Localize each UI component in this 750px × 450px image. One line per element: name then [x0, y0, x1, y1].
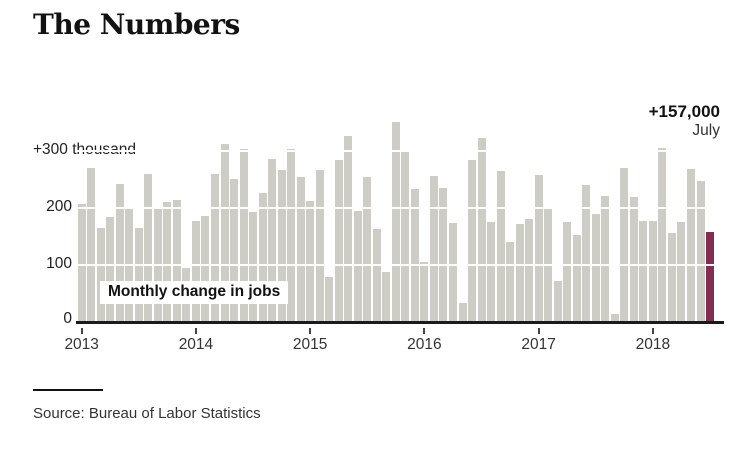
bar-2014-12	[296, 176, 305, 322]
y-axis-label-100: 100	[46, 254, 72, 272]
bar-2016-07	[477, 137, 486, 322]
bar-2015-01	[306, 200, 315, 322]
bar-2016-01	[420, 262, 429, 322]
x-tick-label-2018: 2018	[635, 336, 671, 353]
annotation-month: July	[692, 121, 720, 139]
footer-rule	[33, 389, 103, 391]
bar-2016-04	[448, 223, 457, 322]
bar-2015-03	[325, 276, 334, 322]
bar-2013-10	[163, 202, 172, 322]
bar-2014-07	[249, 211, 258, 322]
bar-2015-07	[363, 176, 372, 322]
bar-2013-07	[134, 228, 143, 322]
bar-2016-10	[506, 242, 515, 322]
bar-2014-03	[210, 173, 219, 322]
bar-2018-02	[658, 147, 667, 322]
bar-2013-11	[172, 199, 181, 322]
bar-2017-07	[591, 214, 600, 322]
y-axis-label-0: 0	[63, 310, 72, 327]
bar-2015-09	[382, 271, 391, 322]
bar-2014-08	[258, 193, 267, 322]
bar-2017-10	[620, 168, 629, 322]
bar-2018-03	[667, 233, 676, 322]
bar-2018-01	[648, 221, 657, 322]
bar-2018-04	[677, 222, 686, 322]
bar-2015-11	[401, 152, 410, 322]
bar-2014-11	[287, 148, 296, 322]
y-axis-label-300: +300 thousand	[33, 140, 136, 158]
bar-2016-08	[487, 222, 496, 322]
bar-2018-05	[686, 168, 695, 322]
bar-2017-03	[553, 281, 562, 322]
bar-2014-04	[220, 143, 229, 322]
bar-2014-02	[201, 216, 210, 322]
bar-2014-01	[191, 221, 200, 322]
x-tick-label-2013: 2013	[64, 336, 99, 353]
bar-2016-02	[429, 176, 438, 322]
bar-2017-05	[572, 235, 581, 322]
bar-2013-02	[87, 167, 96, 322]
bar-2017-08	[601, 196, 610, 322]
bar-2016-12	[525, 219, 534, 322]
bar-2014-06	[239, 148, 248, 322]
bar-2015-05	[344, 135, 353, 322]
bar-2013-08	[144, 174, 153, 322]
x-tick-2016	[423, 328, 426, 334]
bar-2016-11	[515, 224, 524, 322]
bar-2014-09	[268, 159, 277, 322]
bar-2015-08	[372, 228, 381, 322]
bar-2016-05	[458, 303, 467, 322]
bar-2017-09	[610, 314, 619, 322]
x-tick-2013	[80, 328, 83, 334]
bar-2015-12	[410, 188, 419, 322]
bar-2013-05	[115, 183, 124, 322]
x-tick-label-2017: 2017	[521, 336, 556, 353]
source-text: Source: Bureau of Labor Statistics	[33, 405, 261, 422]
x-tick-2015	[309, 328, 312, 334]
bar-2015-10	[391, 122, 400, 322]
bar-2013-04	[106, 217, 115, 322]
x-tick-2014	[194, 328, 197, 334]
bar-2015-02	[315, 170, 324, 322]
bar-2014-05	[230, 179, 239, 322]
bar-2016-03	[439, 187, 448, 322]
series-label: Monthly change in jobs	[100, 281, 289, 304]
x-axis-line	[76, 321, 724, 324]
gridline-300	[76, 149, 724, 152]
bar-2015-06	[353, 211, 362, 322]
plot-area	[76, 0, 724, 322]
gridline-100	[76, 263, 724, 266]
bar-2016-06	[468, 159, 477, 322]
x-tick-label-2015: 2015	[292, 336, 328, 353]
y-axis-label-200: 200	[46, 197, 72, 215]
annotation-value: +157,000	[648, 102, 720, 121]
latest-value-annotation: +157,000 July	[560, 102, 720, 140]
bar-2017-11	[629, 197, 638, 322]
bar-2017-01	[534, 175, 543, 322]
bar-2018-07	[706, 232, 715, 322]
bar-2013-01	[77, 203, 86, 322]
bar-2017-06	[582, 185, 591, 322]
x-tick-label-2014: 2014	[178, 336, 214, 353]
bar-2015-04	[334, 159, 343, 322]
bar-2018-06	[696, 180, 705, 322]
bar-2013-03	[96, 227, 105, 322]
page-title: The Numbers	[33, 8, 240, 41]
bar-2014-10	[277, 170, 286, 322]
bar-2016-09	[496, 171, 505, 322]
jobs-bar-chart: +300 thousand 200 100 0 2013 2014 2015 2016 201…	[33, 0, 724, 353]
x-tick-label-2016: 2016	[407, 336, 442, 353]
bar-2017-04	[563, 222, 572, 322]
gridline-200	[76, 206, 724, 209]
x-tick-2018	[651, 328, 654, 334]
x-tick-2017	[537, 328, 540, 334]
bar-2017-12	[639, 221, 648, 322]
